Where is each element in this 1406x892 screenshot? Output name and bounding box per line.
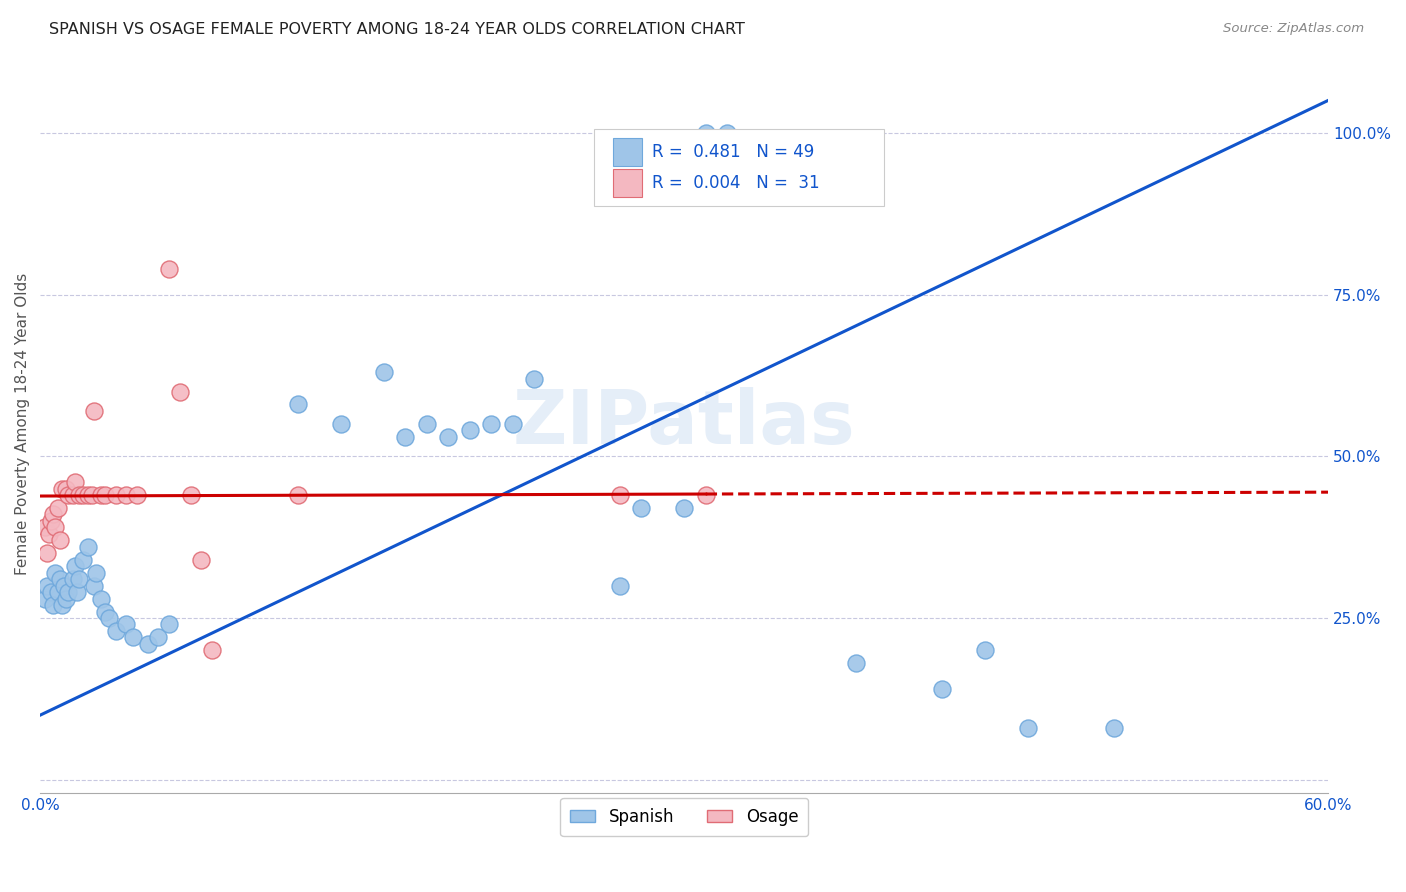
Point: [373, 365, 395, 379]
Point: [98, 611, 121, 625]
Point: [89, 591, 111, 606]
Point: [62, 572, 84, 586]
Point: [55, 591, 77, 606]
Point: [63, 559, 86, 574]
Point: [62, 488, 84, 502]
Point: [89, 488, 111, 502]
Point: [125, 488, 148, 502]
Point: [115, 617, 138, 632]
Point: [157, 261, 180, 276]
Point: [46, 585, 69, 599]
Text: ZIPatlas: ZIPatlas: [513, 387, 856, 460]
Point: [1017, 721, 1039, 735]
Point: [42, 508, 65, 522]
Point: [115, 488, 138, 502]
Point: [35, 579, 58, 593]
Point: [83, 579, 105, 593]
Point: [673, 501, 696, 516]
Point: [44, 520, 66, 534]
Point: [48, 572, 70, 586]
Point: [104, 488, 127, 502]
Text: R =  0.481   N = 49: R = 0.481 N = 49: [652, 144, 814, 161]
Text: R =  0.004   N =  31: R = 0.004 N = 31: [652, 174, 820, 192]
Point: [58, 585, 80, 599]
FancyBboxPatch shape: [613, 169, 641, 197]
Point: [76, 488, 98, 502]
Point: [58, 488, 80, 502]
Point: [42, 598, 65, 612]
Point: [48, 533, 70, 548]
Point: [169, 384, 191, 399]
Text: Source: ZipAtlas.com: Source: ZipAtlas.com: [1223, 22, 1364, 36]
Point: [931, 682, 953, 697]
Point: [121, 631, 143, 645]
Point: [34, 591, 56, 606]
Point: [72, 553, 94, 567]
FancyBboxPatch shape: [595, 128, 884, 206]
Point: [502, 417, 524, 431]
Point: [609, 579, 631, 593]
Point: [437, 430, 460, 444]
Point: [609, 488, 631, 502]
Point: [394, 430, 416, 444]
Legend: Spanish, Osage: Spanish, Osage: [560, 798, 808, 836]
Point: [695, 488, 717, 502]
Point: [39, 514, 62, 528]
Point: [845, 657, 868, 671]
Point: [94, 605, 117, 619]
Point: [51, 482, 73, 496]
Point: [34, 520, 56, 534]
Point: [44, 566, 66, 580]
Point: [716, 126, 738, 140]
Point: [51, 598, 73, 612]
Point: [46, 501, 69, 516]
Point: [80, 488, 103, 502]
FancyBboxPatch shape: [613, 138, 641, 166]
Point: [94, 488, 117, 502]
Point: [72, 488, 94, 502]
Y-axis label: Female Poverty Among 18-24 Year Olds: Female Poverty Among 18-24 Year Olds: [15, 273, 30, 575]
Point: [287, 397, 309, 411]
Point: [76, 540, 98, 554]
Point: [83, 404, 105, 418]
Point: [38, 527, 60, 541]
Point: [67, 488, 90, 502]
Point: [201, 643, 224, 657]
Point: [148, 631, 170, 645]
Point: [136, 637, 159, 651]
Point: [39, 585, 62, 599]
Point: [157, 617, 180, 632]
Point: [630, 501, 652, 516]
Point: [1102, 721, 1125, 735]
Point: [104, 624, 127, 638]
Point: [190, 553, 212, 567]
Point: [458, 423, 481, 437]
Point: [523, 371, 546, 385]
Point: [973, 643, 995, 657]
Point: [416, 417, 439, 431]
Text: SPANISH VS OSAGE FEMALE POVERTY AMONG 18-24 YEAR OLDS CORRELATION CHART: SPANISH VS OSAGE FEMALE POVERTY AMONG 18…: [49, 22, 745, 37]
Point: [55, 482, 77, 496]
Point: [35, 546, 58, 560]
Point: [479, 417, 502, 431]
Point: [66, 585, 89, 599]
Point: [84, 566, 107, 580]
Point: [695, 126, 717, 140]
Point: [329, 417, 352, 431]
Point: [180, 488, 202, 502]
Point: [63, 475, 86, 489]
Point: [67, 572, 90, 586]
Point: [287, 488, 309, 502]
Point: [53, 579, 76, 593]
